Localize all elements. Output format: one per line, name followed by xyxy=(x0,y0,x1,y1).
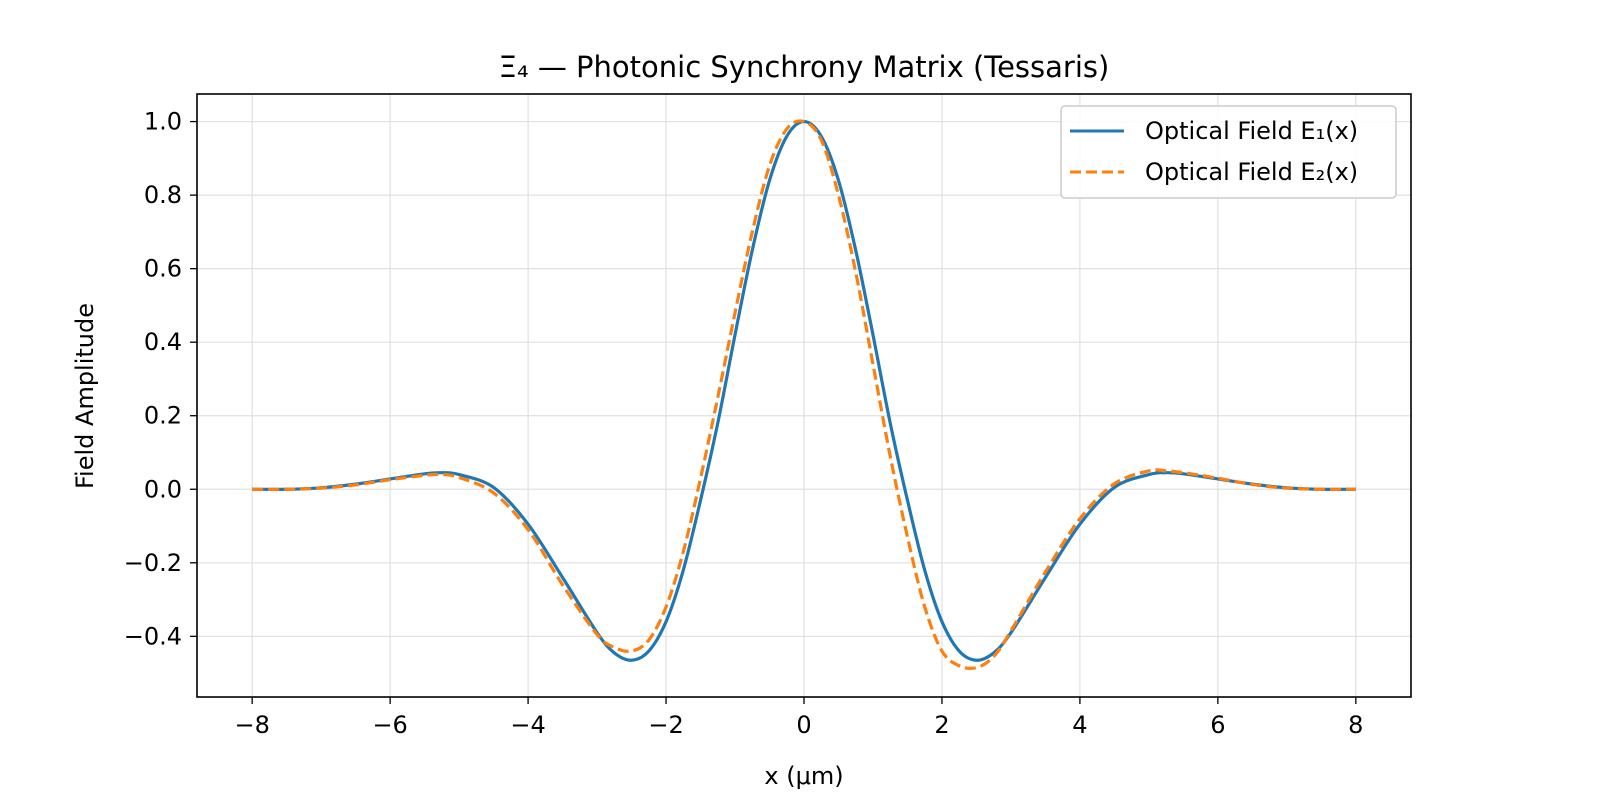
y-tick-label: 0.6 xyxy=(144,255,182,283)
x-tick-label: −6 xyxy=(372,711,407,739)
x-tick-label: 6 xyxy=(1210,711,1225,739)
x-tick-label: −2 xyxy=(648,711,683,739)
y-tick-label: 0.8 xyxy=(144,181,182,209)
x-tick-label: 8 xyxy=(1348,711,1363,739)
x-axis-title: x (μm) xyxy=(764,762,843,790)
y-tick-label: −0.2 xyxy=(124,549,182,577)
series-line-e2 xyxy=(252,119,1356,671)
x-axis-ticks: −8 −6 −4 −2 0 2 4 6 8 xyxy=(234,697,1363,739)
legend-box xyxy=(1060,105,1397,199)
y-tick-label: 0.4 xyxy=(144,328,182,356)
y-axis-title: Field Amplitude xyxy=(71,303,99,489)
y-tick-label: 0.0 xyxy=(144,475,182,503)
series-layer xyxy=(252,119,1356,671)
legend-label-e1: Optical Field E₁(x) xyxy=(1145,117,1358,145)
x-tick-label: 0 xyxy=(796,711,811,739)
x-tick-label: 4 xyxy=(1072,711,1087,739)
x-tick-label: −8 xyxy=(234,711,269,739)
y-tick-label: −0.4 xyxy=(124,622,182,650)
y-tick-label: 1.0 xyxy=(144,108,182,136)
legend: Optical Field E₁(x) Optical Field E₂(x) xyxy=(1060,105,1397,199)
x-tick-label: −4 xyxy=(510,711,545,739)
x-tick-label: 2 xyxy=(934,711,949,739)
legend-label-e2: Optical Field E₂(x) xyxy=(1145,158,1358,186)
chart-title: Ξ₄ — Photonic Synchrony Matrix (Tessaris… xyxy=(499,50,1110,84)
y-tick-label: 0.2 xyxy=(144,402,182,430)
y-axis-ticks: −0.4 −0.2 0.0 0.2 0.4 0.6 0.8 1.0 xyxy=(124,108,197,650)
